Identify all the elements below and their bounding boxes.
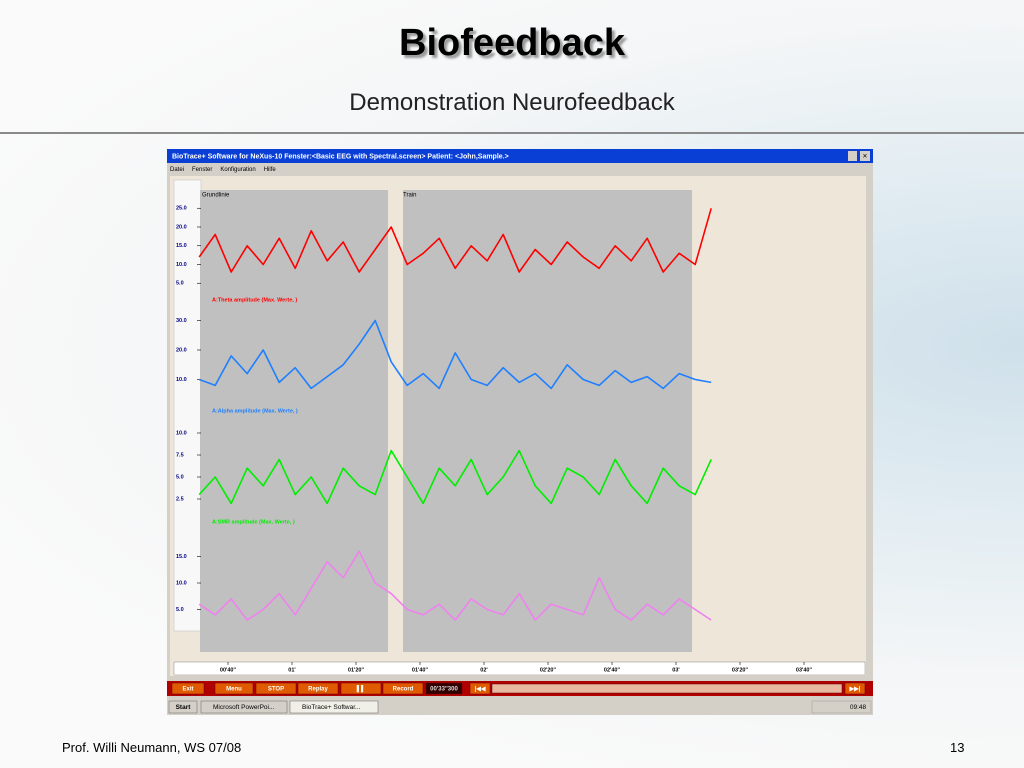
y-tick-label: 7.5 — [176, 452, 184, 458]
region-train — [403, 190, 692, 652]
x-tick-label: 01'40'' — [412, 667, 429, 673]
y-tick-label: 10.0 — [176, 262, 187, 268]
title-bar — [167, 149, 873, 163]
task-label: Microsoft PowerPoi... — [213, 704, 275, 711]
y-tick-label: 15.0 — [176, 554, 187, 560]
channel-label: A:SMR amplitude (Max. Werte, ) — [212, 519, 295, 525]
y-tick-label: 30.0 — [176, 318, 187, 324]
y-tick-label: 10.0 — [176, 430, 187, 436]
toolbar-button[interactable] — [469, 682, 491, 695]
toolbar-button[interactable] — [382, 682, 424, 695]
menu-item[interactable]: Fenster — [192, 167, 212, 173]
toolbar-button[interactable] — [171, 682, 205, 695]
close-icon: × — [863, 152, 868, 161]
toolbar-label: Record — [393, 686, 414, 692]
y-tick-label: 25.0 — [176, 206, 187, 212]
start-button[interactable] — [168, 700, 198, 714]
toolbar-label: Exit — [182, 686, 193, 692]
x-tick-label: 00'40'' — [220, 667, 237, 673]
toolbar-label: |◀◀ — [475, 685, 486, 692]
maximize-button[interactable] — [848, 151, 857, 161]
window-title: BioTrace+ Software for NeXus-10 Fenster:… — [172, 153, 509, 160]
toolbar-label: 00'33''300 — [430, 686, 458, 692]
toolbar-label: ▌▌ — [357, 684, 366, 692]
task-button[interactable] — [289, 700, 379, 714]
x-tick-label: 03'40'' — [796, 667, 813, 673]
toolbar-label: Menu — [226, 686, 242, 692]
signal-trace — [198, 208, 712, 273]
y-tick-label: 20.0 — [176, 224, 187, 230]
start-label: Start — [176, 704, 192, 711]
signal-trace — [198, 449, 712, 505]
menu-item[interactable]: Konfiguration — [220, 167, 255, 173]
task-label: BioTrace+ Softwar... — [302, 704, 361, 711]
toolbar-button[interactable] — [255, 682, 297, 695]
toolbar-button[interactable] — [340, 682, 382, 695]
x-tick-label: 02' — [480, 667, 488, 673]
y-tick-label: 5.0 — [176, 474, 184, 480]
close-button[interactable] — [860, 151, 870, 161]
toolbar-label: Replay — [308, 686, 328, 692]
page-number: 13 — [950, 740, 965, 755]
y-tick-label: 10.0 — [176, 580, 187, 586]
signal-trace — [198, 319, 712, 390]
x-tick-label: 03'20'' — [732, 667, 749, 673]
toolbar-button[interactable] — [844, 682, 866, 695]
toolbar-button[interactable] — [297, 682, 339, 695]
task-button[interactable] — [200, 700, 288, 714]
replay-slider[interactable] — [491, 683, 843, 694]
tray — [811, 700, 872, 714]
y-tick-label: 10.0 — [176, 377, 187, 383]
y-tick-label: 2.5 — [176, 496, 184, 502]
clock: 09:48 — [850, 704, 867, 711]
x-tick-label: 02'20'' — [540, 667, 557, 673]
toolbar-label: STOP — [268, 686, 284, 692]
y-tick-label: 5.0 — [176, 281, 184, 287]
x-tick-label: 03' — [672, 667, 680, 673]
footer-author: Prof. Willi Neumann, WS 07/08 — [62, 740, 242, 755]
y-tick-label: 5.0 — [176, 607, 184, 613]
x-tick-label: 01'20'' — [348, 667, 365, 673]
region-label: Grundlinie — [202, 193, 230, 199]
signal-trace — [198, 550, 712, 621]
y-tick-label: 15.0 — [176, 243, 187, 249]
toolbar-button[interactable] — [425, 682, 463, 695]
channel-label: A:Theta amplitude (Max. Werte, ) — [212, 297, 297, 303]
slide-subtitle: Demonstration Neurofeedback — [349, 89, 675, 116]
slide-title: Biofeedback — [399, 22, 625, 64]
y-tick-label: 20.0 — [176, 347, 187, 353]
x-tick-label: 02'40'' — [604, 667, 621, 673]
y-axis-strip — [173, 179, 202, 632]
divider — [0, 132, 1024, 134]
region-label: Train — [403, 193, 416, 199]
x-tick-label: 01' — [288, 667, 296, 673]
region-grundlinie — [200, 190, 388, 652]
menu-item[interactable]: Hilfe — [264, 167, 277, 173]
x-axis-strip — [173, 661, 866, 676]
toolbar-button[interactable] — [214, 682, 254, 695]
channel-label: A:Alpha amplitude (Max. Werte, ) — [212, 408, 298, 414]
toolbar-label: ▶▶| — [849, 685, 861, 692]
menu-item[interactable]: Datei — [170, 167, 184, 173]
